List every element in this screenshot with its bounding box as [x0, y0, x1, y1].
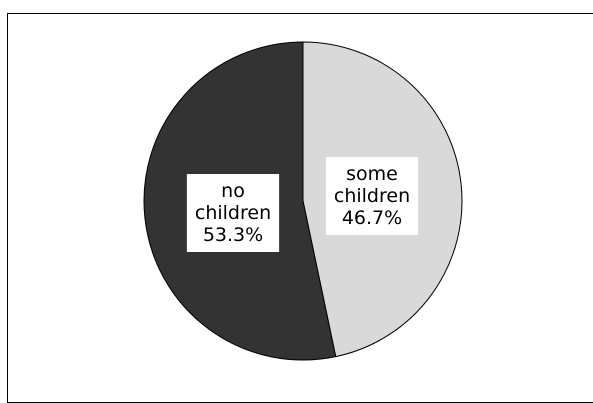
slice-label-line: 46.7% — [342, 207, 402, 229]
slice-label-line: children — [334, 185, 410, 207]
slice-label-line: children — [195, 202, 271, 224]
slice-label-line: some — [346, 163, 398, 185]
slice-label-line: 53.3% — [203, 224, 263, 246]
slice-label-line: no — [221, 180, 245, 202]
